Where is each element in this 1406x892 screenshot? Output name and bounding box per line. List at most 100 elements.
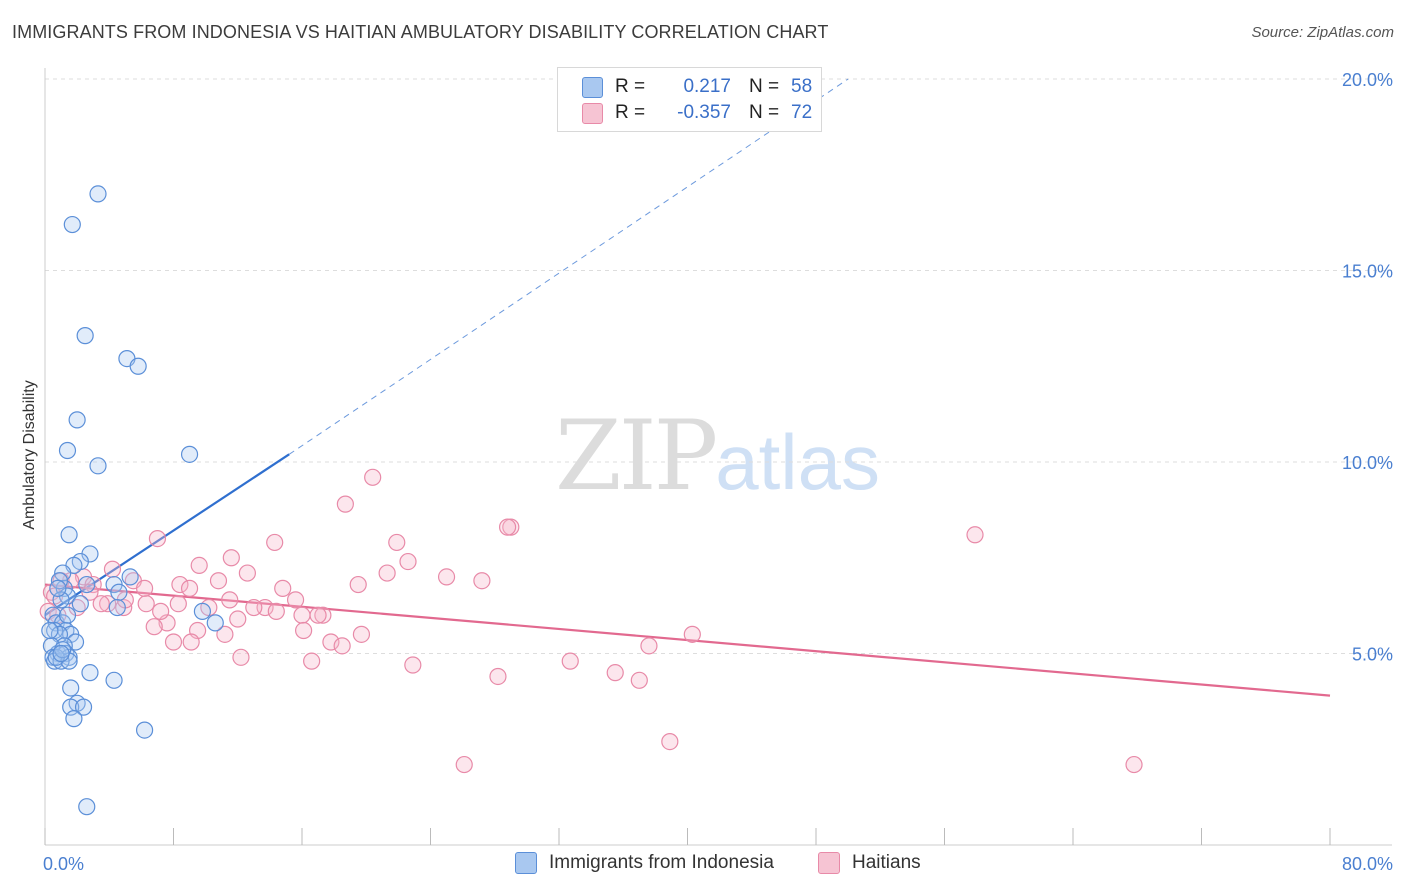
legend-r-value: 0.217: [683, 76, 731, 97]
indonesia-point: [41, 621, 59, 640]
indonesia-point: [66, 633, 85, 651]
legend-swatch-pink: [582, 102, 603, 124]
legend-swatch-pink: [818, 852, 840, 874]
haitians-point: [388, 533, 406, 552]
haitians-point: [99, 595, 117, 613]
haitians-point: [640, 637, 658, 655]
haitians-point: [455, 755, 473, 774]
haitians-point: [171, 575, 189, 594]
haitians-point: [399, 552, 417, 571]
haitians-point: [229, 610, 247, 628]
indonesia-point: [206, 614, 224, 632]
haitians-point: [561, 652, 579, 670]
indonesia-point: [81, 664, 99, 682]
indonesia-point: [89, 185, 107, 203]
source-label: Source: ZipAtlas.com: [1251, 24, 1394, 41]
haitians-point: [966, 526, 984, 544]
haitians-point: [349, 575, 367, 594]
indonesia-point: [60, 526, 78, 544]
indonesia-point: [78, 575, 96, 594]
legend-swatch-blue: [515, 852, 537, 874]
haitians-point: [286, 591, 305, 609]
indonesia-trend-extension: [288, 78, 849, 455]
haitians-point: [221, 591, 239, 609]
haitians-point: [245, 598, 263, 617]
x-tick-label: 80.0%: [1342, 854, 1393, 874]
indonesia-point: [63, 215, 81, 234]
watermark-zip: ZIP: [555, 400, 718, 512]
haitians-point: [314, 606, 332, 624]
haitians-point: [606, 664, 624, 682]
haitians-point: [352, 625, 371, 643]
haitians-point: [630, 671, 648, 689]
haitians-point: [182, 633, 200, 651]
y-tick-label: 15.0%: [1342, 262, 1393, 282]
indonesia-point: [121, 568, 139, 586]
trend-lines: [44, 78, 1331, 697]
legend-r-value: -0.357: [677, 102, 731, 123]
haitians-point: [92, 595, 110, 613]
haitians-point: [209, 572, 228, 590]
haitians-point: [336, 495, 354, 513]
y-tick-label: 5.0%: [1352, 645, 1393, 665]
legend-n-label: N =: [749, 76, 780, 97]
haitians-point: [661, 732, 679, 751]
haitians-point: [164, 633, 183, 651]
indonesia-point: [58, 441, 77, 460]
haitians-point: [169, 595, 187, 613]
indonesia-point: [74, 698, 93, 716]
legend-label-haitians: Haitians: [852, 852, 921, 873]
haitians-point: [148, 529, 167, 548]
haitians-point: [274, 579, 292, 597]
indonesia-point: [193, 602, 212, 620]
indonesia-point: [58, 606, 77, 624]
legend-n-value: 72: [791, 102, 813, 123]
data-points: [39, 185, 1143, 816]
indonesia-point: [129, 357, 147, 375]
correlation-legend: R = 0.217 N = 58 R = -0.357 N = 72: [557, 67, 822, 132]
indonesia-point: [68, 411, 86, 429]
haitians-point: [103, 560, 122, 578]
haitians-point: [266, 533, 284, 552]
haitians-point: [180, 579, 199, 597]
legend-r-label: R =: [615, 102, 646, 123]
indonesia-point: [71, 595, 89, 613]
indonesia-point: [89, 457, 107, 475]
indonesia-point: [78, 798, 96, 816]
haitians-point: [190, 556, 208, 575]
indonesia-point: [49, 579, 67, 597]
haitians-point: [1125, 755, 1143, 774]
legend-item-haitians: Haitians: [818, 852, 921, 874]
legend-n-label: N =: [749, 102, 780, 123]
x-tick-label: 0.0%: [43, 854, 84, 874]
haitians-point: [473, 572, 491, 590]
haitians-point: [216, 625, 234, 643]
indonesia-point: [180, 445, 199, 463]
haitians-point: [267, 602, 285, 620]
y-axis-label: Ambulatory Disability: [21, 380, 38, 529]
haitians-point: [322, 633, 340, 651]
y-tick-label: 20.0%: [1342, 70, 1393, 90]
legend-row-indonesia: R = 0.217 N = 58: [582, 75, 812, 99]
legend-n-value: 58: [791, 76, 813, 97]
haitians-point: [683, 625, 701, 643]
haitians-point: [135, 579, 154, 597]
indonesia-point: [105, 671, 123, 689]
indonesia-point: [62, 679, 80, 697]
haitians-point: [293, 606, 311, 624]
haitians-point: [333, 637, 351, 655]
haitians-point: [232, 648, 250, 666]
haitians-point: [152, 602, 170, 620]
haitians-point: [378, 564, 396, 582]
haitians-point: [238, 564, 256, 582]
indonesia-point: [65, 710, 83, 728]
haitians-point: [145, 618, 163, 636]
legend-label-indonesia: Immigrants from Indonesia: [549, 852, 774, 873]
legend-row-haitians: R = -0.357 N = 72: [582, 101, 812, 125]
indonesia-point: [110, 583, 128, 601]
legend-item-indonesia: Immigrants from Indonesia: [515, 852, 774, 874]
haitians-point: [222, 549, 240, 567]
indonesia-point: [76, 327, 94, 345]
haitians-point: [404, 656, 422, 674]
